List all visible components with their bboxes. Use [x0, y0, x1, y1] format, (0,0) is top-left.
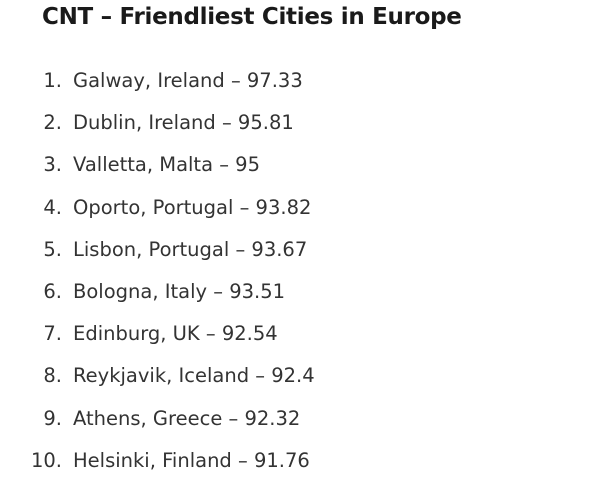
rank: 5. — [43, 237, 62, 261]
rank: 1. — [43, 69, 62, 92]
title: CNT – Friendliest Cities in Europe — [42, 4, 462, 30]
rank: 2. — [43, 111, 62, 135]
item-text: Reykjavik, Iceland – 92.4 — [73, 364, 315, 388]
rank: 9. — [43, 406, 62, 430]
item-text: Oporto, Portugal – 93.82 — [73, 195, 312, 219]
item-text: Dublin, Ireland – 95.81 — [73, 111, 294, 135]
rank: 8. — [43, 364, 62, 388]
item-text: Lisbon, Portugal – 93.67 — [73, 237, 308, 261]
rank: 7. — [43, 322, 62, 346]
rank: 10. — [30, 448, 62, 472]
item-text: Galway, Ireland – 97.33 — [73, 69, 303, 92]
item-text: Valletta, Malta – 95 — [73, 153, 260, 177]
rank: 4. — [43, 195, 62, 219]
rank: 3. — [43, 153, 62, 177]
item-text: Edinburg, UK – 92.54 — [73, 322, 278, 346]
item-text: Bologna, Italy – 93.51 — [73, 279, 286, 303]
item-text: Athens, Greece – 92.32 — [73, 406, 301, 430]
item-text: Helsinki, Finland – 91.76 — [73, 448, 310, 472]
rank: 6. — [43, 279, 62, 303]
